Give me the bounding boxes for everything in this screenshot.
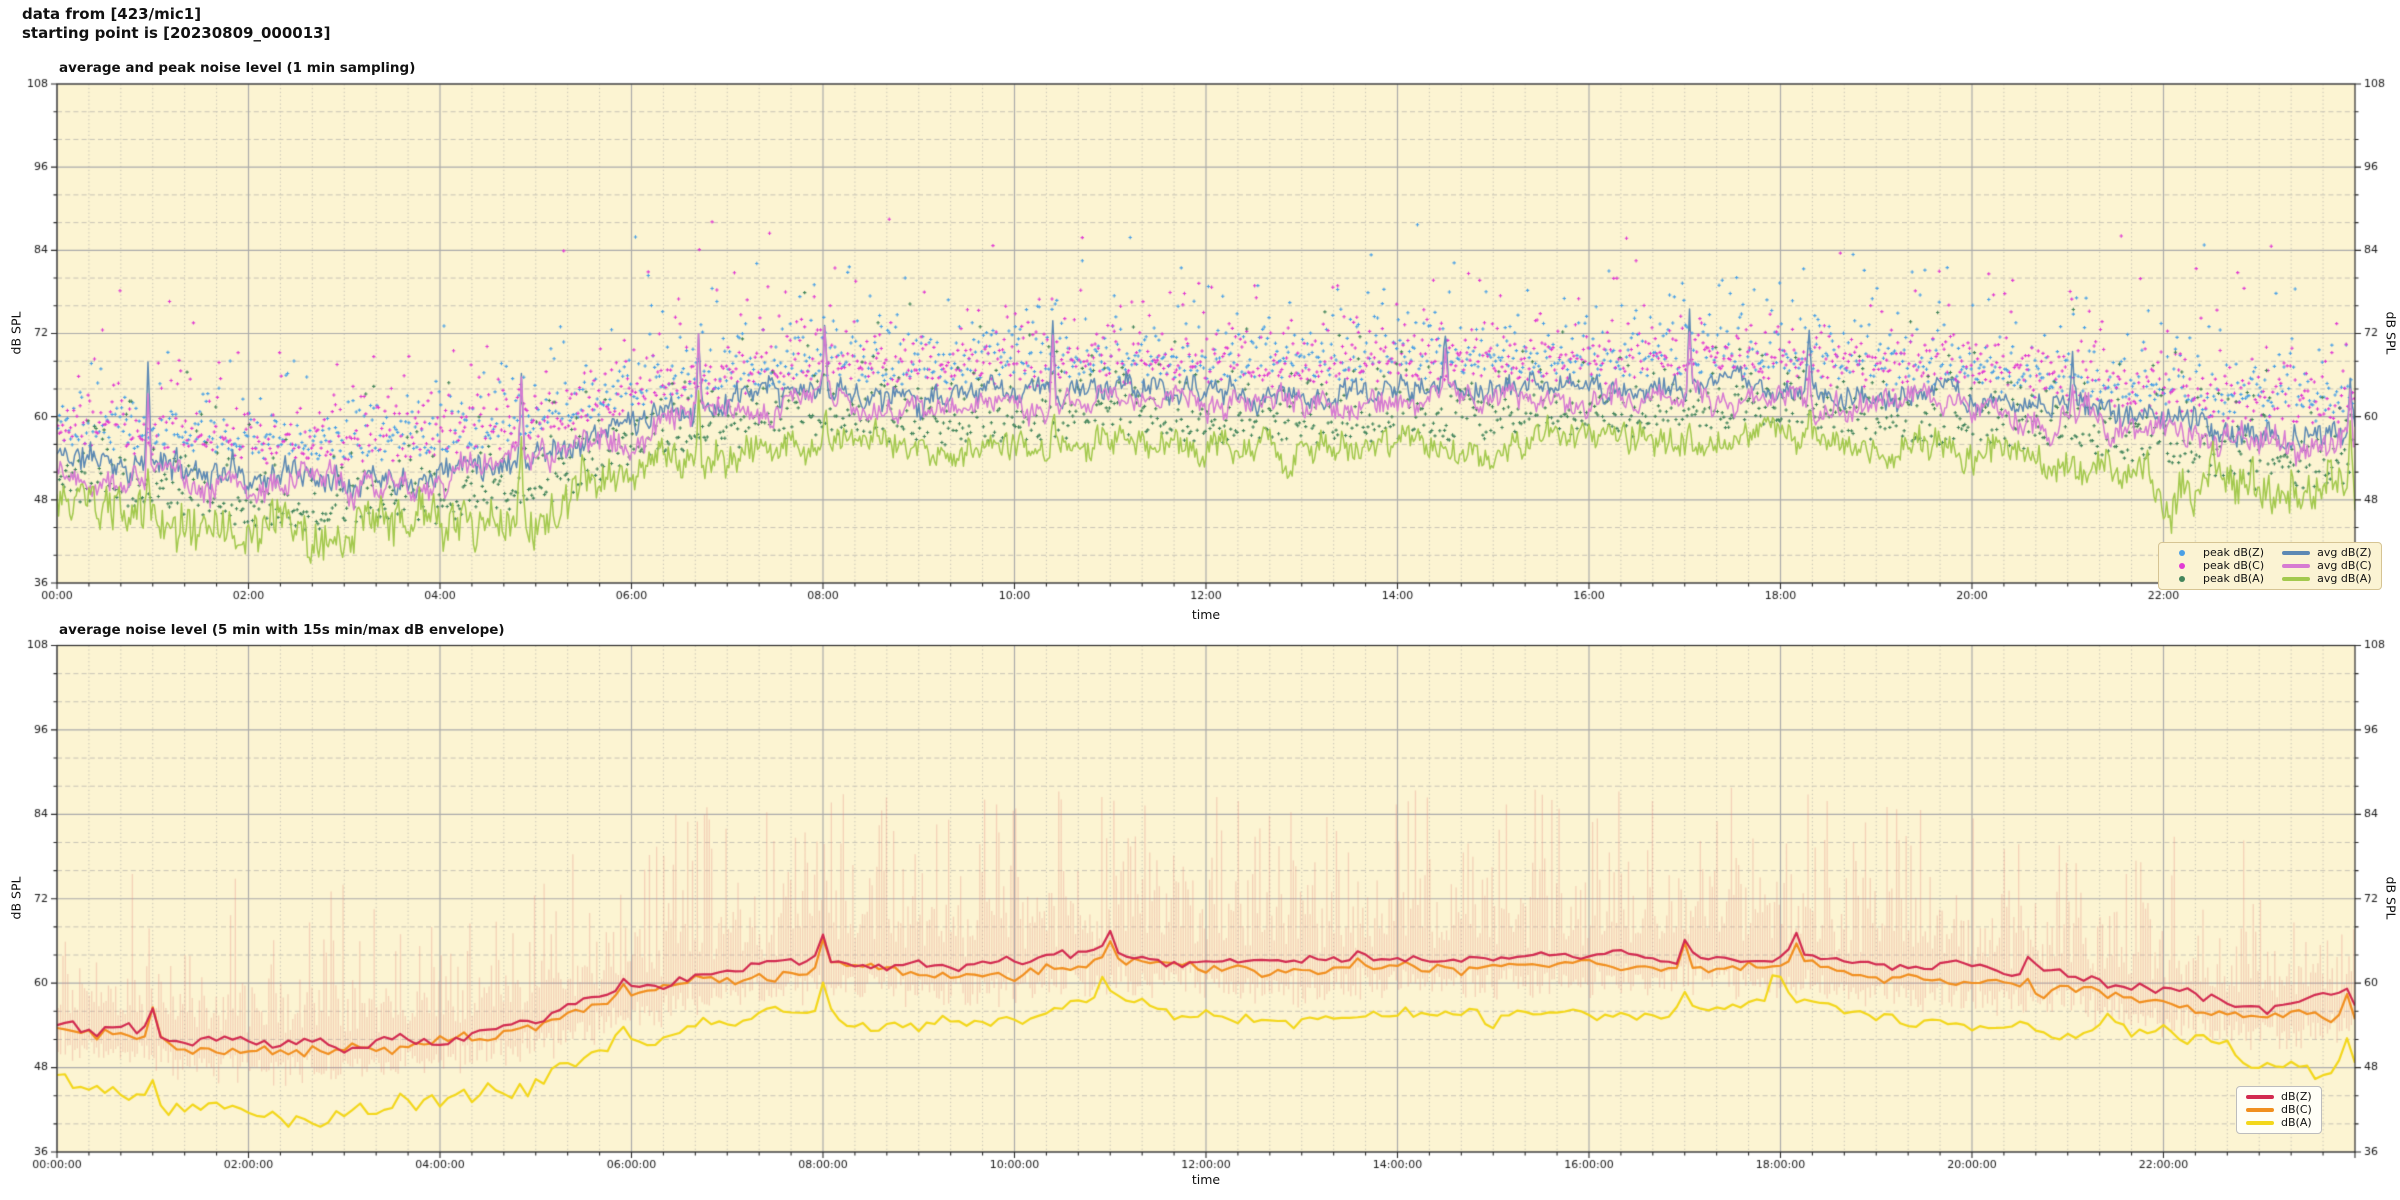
legend-line-swatch bbox=[2246, 1108, 2274, 1112]
header-line-2: starting point is [20230809_000013] bbox=[22, 24, 331, 42]
legend-line-swatch bbox=[2282, 551, 2311, 555]
plot1-legend: peak dB(Z) peak dB(C) peak dB(A) avg dB(Z) a… bbox=[2158, 542, 2382, 590]
legend-label: peak dB(C) bbox=[2203, 559, 2265, 572]
plot1-xaxis-label: time bbox=[1191, 607, 1221, 622]
legend-item: avg dB(A) bbox=[2282, 573, 2372, 585]
legend-label: dB(Z) bbox=[2281, 1090, 2312, 1103]
legend-label: peak dB(A) bbox=[2203, 572, 2264, 585]
plot1-yaxis-label-right: dB SPL bbox=[2383, 311, 2399, 355]
legend-marker-swatch bbox=[2179, 550, 2185, 556]
plot2-legend: dB(Z) dB(C) dB(A) bbox=[2236, 1086, 2322, 1134]
legend-label: avg dB(C) bbox=[2317, 559, 2372, 572]
legend-item: dB(A) bbox=[2246, 1117, 2312, 1129]
legend-item: dB(C) bbox=[2246, 1104, 2312, 1116]
legend-label: peak dB(Z) bbox=[2203, 546, 2265, 559]
legend-item: dB(Z) bbox=[2246, 1091, 2312, 1103]
legend-line-swatch bbox=[2282, 577, 2311, 581]
legend-line-swatch bbox=[2282, 564, 2311, 568]
legend-item: peak dB(Z) bbox=[2168, 547, 2264, 559]
legend-label: dB(A) bbox=[2281, 1116, 2312, 1129]
legend-line-swatch bbox=[2246, 1121, 2274, 1125]
legend-item: avg dB(Z) bbox=[2282, 547, 2372, 559]
legend-item: peak dB(A) bbox=[2168, 573, 2264, 585]
legend-item: peak dB(C) bbox=[2168, 560, 2264, 572]
legend-label: dB(C) bbox=[2281, 1103, 2312, 1116]
legend-marker-swatch bbox=[2179, 576, 2185, 582]
legend-line-swatch bbox=[2246, 1095, 2274, 1099]
header-line-1: data from [423/mic1] bbox=[22, 5, 202, 23]
legend-item: avg dB(C) bbox=[2282, 560, 2372, 572]
plot1-yaxis-label-left: dB SPL bbox=[8, 311, 24, 355]
plot1-title: average and peak noise level (1 min samp… bbox=[59, 60, 416, 76]
plot2-yaxis-label-right: dB SPL bbox=[2383, 876, 2399, 920]
legend-label: avg dB(Z) bbox=[2317, 546, 2372, 559]
legend-label: avg dB(A) bbox=[2317, 572, 2372, 585]
legend-marker-swatch bbox=[2179, 563, 2185, 569]
plot2-yaxis-label-left: dB SPL bbox=[8, 876, 24, 920]
plot2-xaxis-label: time bbox=[1191, 1172, 1221, 1187]
plot2-title: average noise level (5 min with 15s min/… bbox=[59, 622, 505, 638]
